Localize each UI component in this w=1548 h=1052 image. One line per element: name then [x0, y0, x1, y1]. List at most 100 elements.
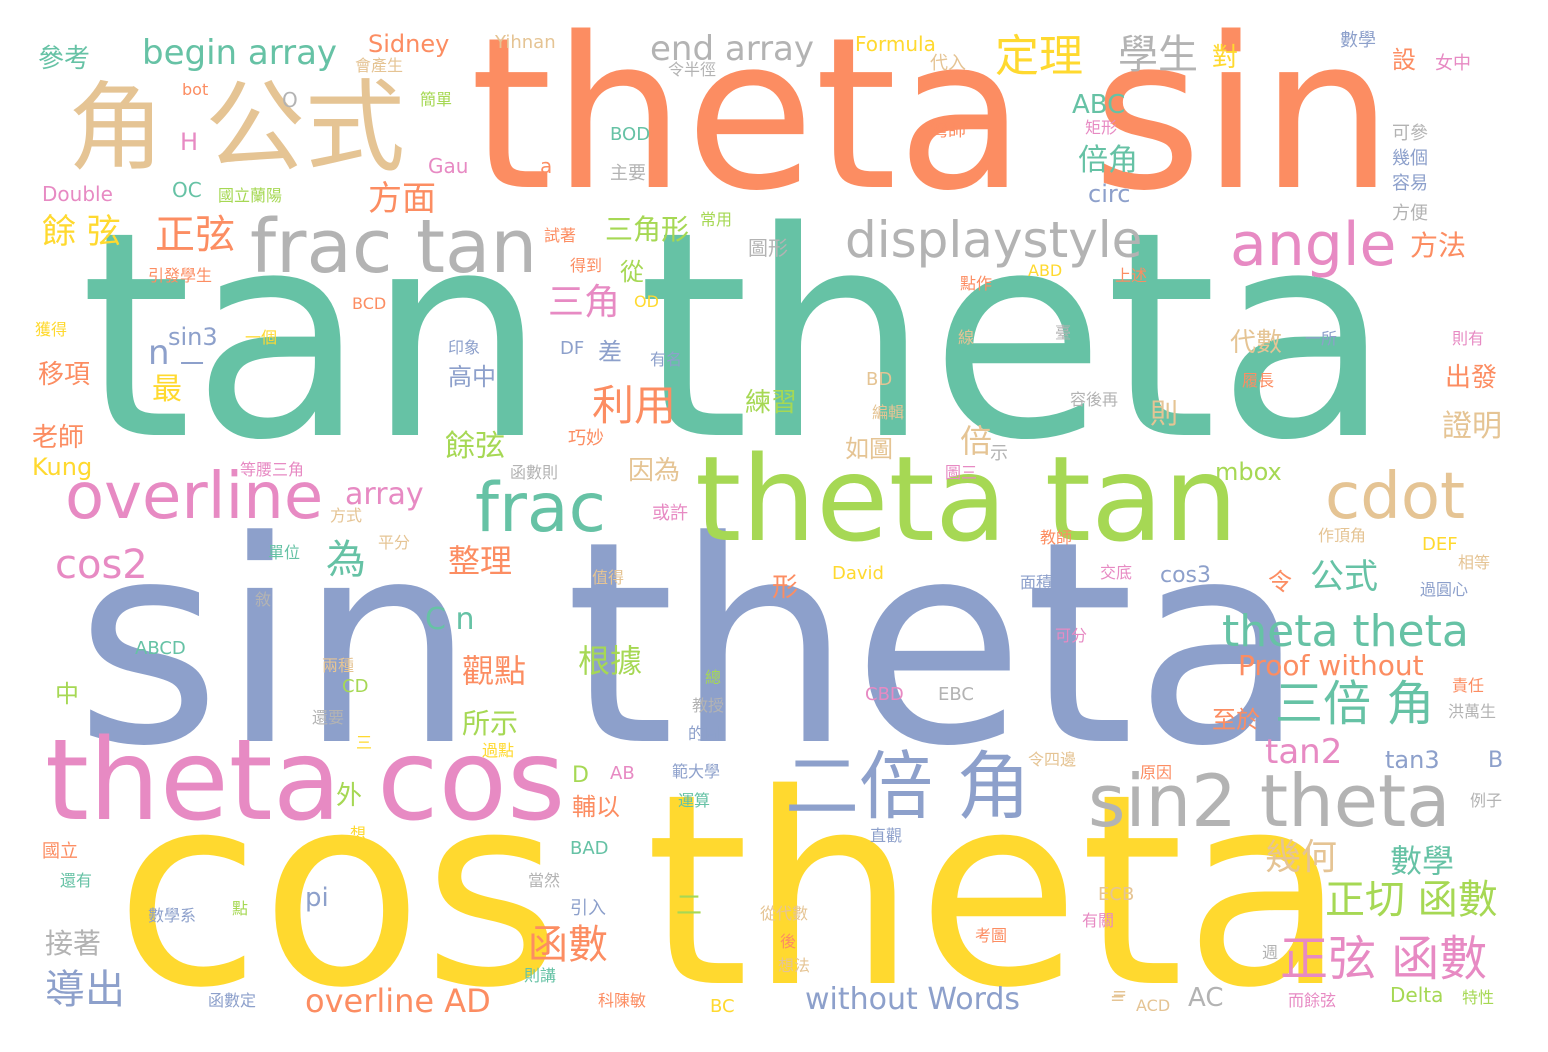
- word: 引入: [570, 898, 606, 919]
- word: sin theta: [75, 482, 1307, 808]
- word: 參考: [38, 44, 91, 74]
- word: 利用: [592, 381, 677, 430]
- word: OD: [634, 292, 659, 311]
- word: array: [345, 477, 424, 512]
- word: 正切 函數: [1325, 877, 1498, 923]
- word: 點作: [960, 274, 993, 293]
- word: 因為: [628, 456, 681, 486]
- word: 差: [598, 338, 622, 366]
- word: 示: [990, 443, 1008, 464]
- word: 則講: [524, 966, 557, 985]
- word: 接著: [45, 927, 102, 960]
- word: pi: [305, 883, 329, 913]
- word: 證明: [1442, 409, 1502, 444]
- word: Delta: [1390, 983, 1444, 1007]
- word: 面積: [1020, 573, 1053, 592]
- word: DEF: [1422, 534, 1458, 555]
- word: sin3: [168, 323, 218, 351]
- word: BCD: [352, 294, 387, 313]
- word: theta cos: [45, 716, 566, 846]
- word: 方法: [1410, 229, 1467, 262]
- word: 函數則: [510, 463, 559, 482]
- word: without Words: [805, 982, 1021, 1017]
- word: Yihnan: [495, 32, 556, 53]
- word: begin array: [142, 33, 338, 73]
- word: 一個: [245, 328, 278, 347]
- word: 矩形: [1085, 118, 1118, 137]
- word: 編輯: [872, 403, 905, 422]
- word: David: [832, 563, 884, 584]
- word: 幾個: [1392, 148, 1428, 169]
- word: 觀點: [462, 652, 527, 690]
- word: 運算: [678, 791, 711, 810]
- word: 則: [1150, 397, 1179, 430]
- word: 還要: [312, 708, 345, 727]
- word: B: [1488, 748, 1504, 773]
- word: D: [572, 763, 589, 788]
- word: ABCD: [135, 638, 186, 659]
- word: 國立蘭陽: [218, 186, 283, 205]
- word: tan2: [1265, 732, 1343, 772]
- word: 印象: [448, 338, 481, 357]
- word: frac tan: [250, 204, 538, 290]
- word: 國立: [42, 841, 78, 862]
- word: 至於: [1212, 706, 1260, 734]
- word: 責任: [1452, 676, 1485, 695]
- word: bot: [182, 80, 209, 99]
- word: n: [148, 333, 170, 373]
- word: Formula: [855, 32, 936, 56]
- word: 而餘弦: [1288, 991, 1337, 1010]
- word: EBC: [938, 684, 974, 705]
- word: 方面: [368, 179, 436, 219]
- word: O: [282, 88, 298, 112]
- word: theta sin: [470, 0, 1394, 237]
- word: 線: [958, 328, 975, 347]
- word: 令: [1268, 568, 1292, 596]
- word: 設: [1392, 46, 1416, 74]
- word: 當然: [528, 871, 561, 890]
- word: 臺: [1055, 323, 1072, 342]
- word: overline AD: [305, 982, 491, 1020]
- word: 定理: [995, 31, 1083, 82]
- word: 交底: [1100, 563, 1133, 582]
- word: 移項: [38, 360, 91, 390]
- word: circ: [1088, 180, 1131, 208]
- word: 常用: [700, 210, 733, 229]
- word: 獲得: [35, 320, 68, 339]
- word: DF: [560, 338, 585, 359]
- word: ABC: [1072, 90, 1126, 120]
- word: 中: [55, 680, 79, 708]
- word: 對: [1212, 43, 1239, 73]
- word: 代入: [930, 53, 966, 74]
- word: 教授: [692, 696, 725, 715]
- word: =: [1110, 988, 1126, 1009]
- word: 容後再: [1070, 390, 1119, 409]
- word: 有關: [1082, 911, 1115, 930]
- word: 令半徑: [668, 60, 717, 79]
- word: H: [180, 128, 199, 156]
- word: Gau: [428, 154, 469, 178]
- word: 從代數: [760, 904, 809, 923]
- word: 相等: [1458, 553, 1491, 572]
- word: displaystyle: [845, 211, 1143, 269]
- word: 有名: [650, 350, 683, 369]
- word: 上述: [1115, 266, 1148, 285]
- word: 得到: [570, 256, 603, 275]
- word: 週: [1262, 943, 1279, 962]
- word: 方式: [330, 506, 363, 525]
- word: 敘: [255, 590, 272, 609]
- word: AB: [610, 763, 635, 784]
- word: cos3: [1160, 563, 1212, 588]
- word: 巧妙: [568, 428, 604, 449]
- word: 高中: [448, 363, 496, 391]
- word: 三倍 角: [1275, 676, 1435, 732]
- word: 一所: [1305, 329, 1338, 348]
- word: BAD: [570, 838, 609, 859]
- word: 的圖: [688, 724, 721, 743]
- word: Kung: [32, 453, 93, 481]
- word: 主要: [610, 163, 646, 184]
- word: 女中: [1435, 53, 1471, 74]
- word: 學生: [1118, 32, 1198, 78]
- word: 可分: [1055, 626, 1088, 645]
- word: 餘 弦: [42, 212, 121, 252]
